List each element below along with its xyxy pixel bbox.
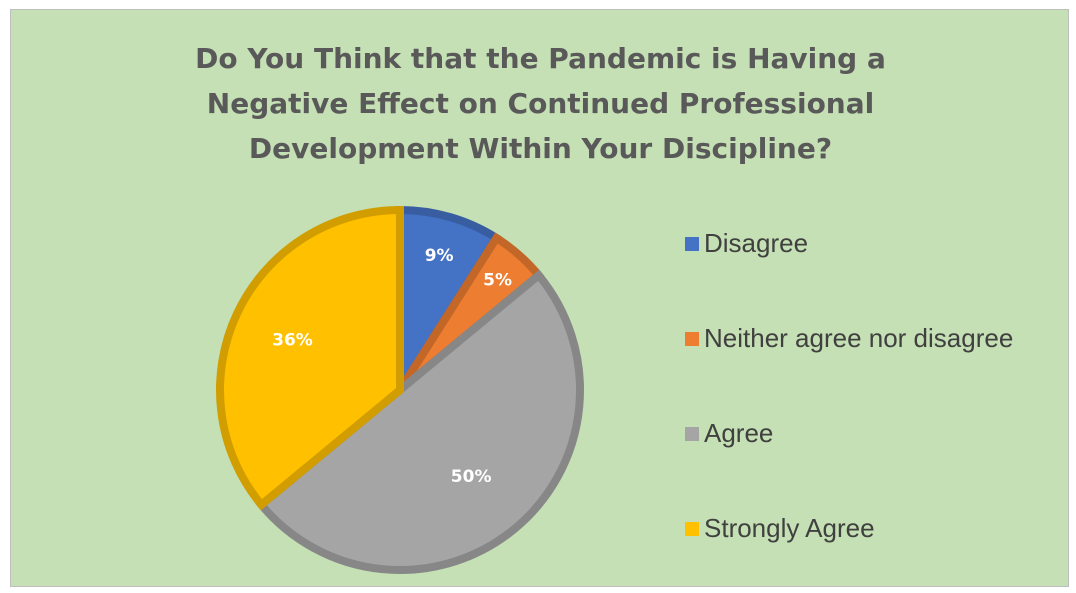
chart-title-line-1: Do You Think that the Pandemic is Having… (195, 42, 886, 75)
legend-swatch (685, 236, 699, 251)
legend-item-strongly-agree: Strongly Agree (685, 513, 875, 544)
legend-label: Agree (704, 418, 774, 448)
legend-label: Neither agree nor disagree (704, 323, 1014, 353)
legend-item-disagree: Disagree (685, 228, 808, 259)
chart-area: Do You Think that the Pandemic is Having… (10, 9, 1069, 587)
chart-title-line-3: Development Within Your Discipline? (248, 132, 833, 165)
legend-label: Strongly Agree (704, 513, 875, 543)
data-label-agree: 50% (451, 467, 492, 487)
data-label-neither-agree-nor-disagree: 5% (483, 270, 512, 290)
pie-chart: 9% 5% 50% 36% (216, 205, 584, 574)
legend-item-neither-agree-nor-disagree: Neither agree nor disagree (685, 323, 1013, 354)
legend-swatch (685, 331, 699, 346)
chart-title-line-2: Negative Effect on Continued Professiona… (206, 87, 875, 120)
legend-item-agree: Agree (685, 418, 773, 449)
legend-swatch (685, 426, 699, 441)
pie-slice-strongly-agree (216, 205, 404, 511)
chart-title: Do You Think that the Pandemic is Having… (11, 36, 1070, 171)
pie-slice-agree (255, 269, 584, 574)
legend-label: Disagree (704, 228, 809, 258)
legend-swatch (685, 521, 699, 536)
data-label-disagree: 9% (425, 246, 454, 266)
data-label-strongly-agree: 36% (272, 330, 313, 350)
